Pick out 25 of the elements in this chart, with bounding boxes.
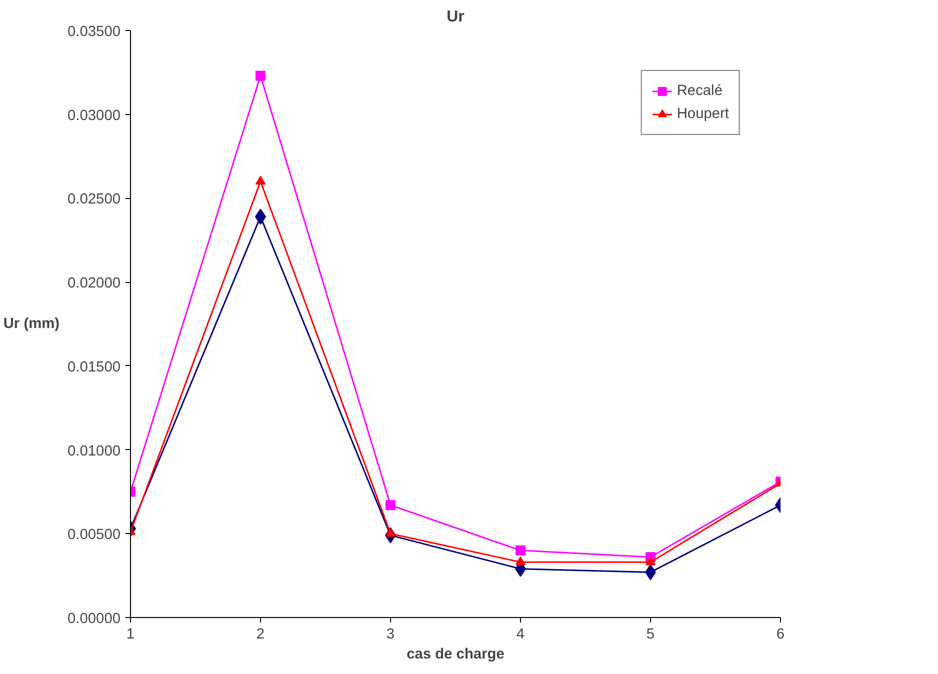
point xyxy=(516,545,526,556)
x-tick-label: 3 xyxy=(386,626,395,642)
y-axis-title: Ur (mm) xyxy=(3,316,60,332)
chart-title: Ur xyxy=(446,8,464,26)
point xyxy=(516,556,526,566)
point xyxy=(386,500,396,510)
point xyxy=(646,556,656,566)
x-tick-label: 1 xyxy=(126,626,135,642)
point xyxy=(256,176,266,185)
y-tick-label: 0.00000 xyxy=(68,611,121,627)
x-tick-label: 2 xyxy=(256,626,265,642)
legend-label: Recalé xyxy=(676,83,722,99)
point xyxy=(256,70,266,81)
legend-label: Houpert xyxy=(676,106,729,122)
x-tick-label: 6 xyxy=(776,626,785,642)
y-tick-label: 0.01500 xyxy=(68,359,121,376)
x-tick-label: 4 xyxy=(516,626,525,642)
x-tick-label: 5 xyxy=(646,626,655,642)
y-tick-label: 0.03000 xyxy=(68,108,121,124)
y-tick-label: 0.00500 xyxy=(68,527,121,544)
y-tick-label: 0.02500 xyxy=(68,192,121,208)
x-axis-title: cas de charge xyxy=(406,646,504,662)
y-tick-label: 0.02000 xyxy=(68,276,121,292)
y-tick-label: 0.03500 xyxy=(68,24,121,40)
y-tick-label: 0.01000 xyxy=(68,443,121,460)
